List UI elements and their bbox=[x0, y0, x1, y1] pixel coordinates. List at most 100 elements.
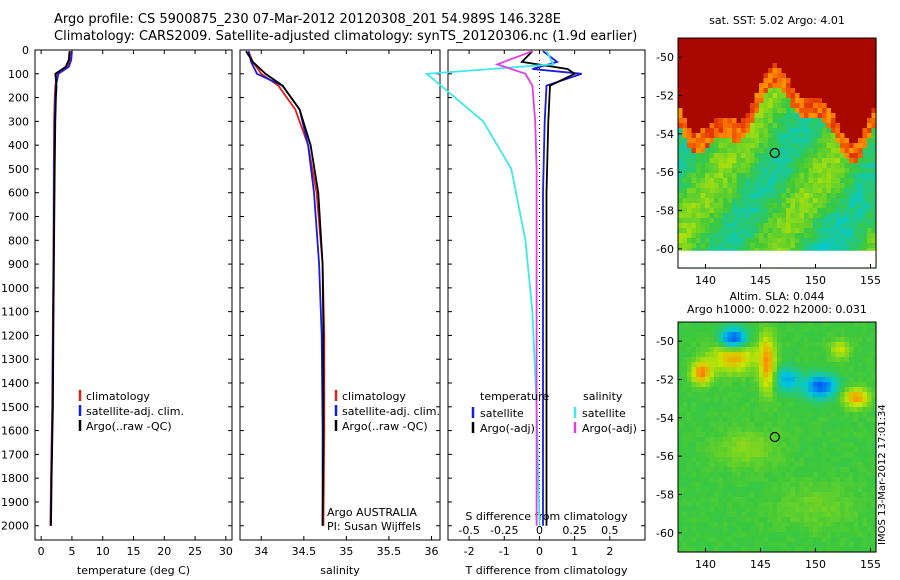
y-tick-label: 1600 bbox=[1, 425, 29, 438]
x-tick-label: 140 bbox=[695, 274, 716, 287]
y-tick-label: -60 bbox=[656, 527, 674, 540]
y-tick-label: 900 bbox=[8, 258, 29, 271]
series-line bbox=[247, 50, 326, 526]
y-tick-label: 2000 bbox=[1, 520, 29, 533]
s-tick-label: 0.5 bbox=[601, 524, 619, 537]
legend-label: climatology bbox=[342, 390, 406, 403]
map-sla-map: 140 145 150 155 -50 -52 -54 -56 -58 -60 Altim. SLA… bbox=[656, 290, 881, 571]
legend-label: satellite bbox=[582, 407, 626, 420]
y-tick-label: 500 bbox=[8, 163, 29, 176]
y-tick-label: -58 bbox=[656, 205, 674, 218]
no-data-band bbox=[678, 250, 876, 268]
x-tick-label: 145 bbox=[750, 274, 771, 287]
s-tick-label: -0.5 bbox=[458, 524, 479, 537]
x-tick-label: -2 bbox=[464, 545, 475, 558]
x-tick-label: 10 bbox=[96, 545, 110, 558]
x-tick-label: 35.5 bbox=[377, 545, 402, 558]
argo-float-marker bbox=[769, 147, 780, 159]
panel-salinity-profile: 34 34.5 35 35.5 36 salinity climatology satelli… bbox=[239, 49, 441, 577]
map-title: Altim. SLA: 0.044 bbox=[729, 290, 824, 303]
x-tick-label: 35 bbox=[339, 545, 353, 558]
axes-frame bbox=[34, 49, 233, 541]
legend-label: Argo(..raw -QC) bbox=[342, 420, 428, 433]
legend-label: satellite-adj. clim. bbox=[86, 405, 184, 418]
x-tick-label: 34.5 bbox=[292, 545, 317, 558]
legend-label: Argo(..raw -QC) bbox=[86, 420, 172, 433]
x-tick-label: 150 bbox=[805, 274, 826, 287]
legend-label: climatology bbox=[86, 390, 150, 403]
x-tick-label: 34 bbox=[254, 545, 268, 558]
annotation-text: Argo AUSTRALIA bbox=[327, 506, 417, 519]
y-tick-label: -52 bbox=[656, 374, 674, 387]
x-tick-label: 25 bbox=[188, 545, 202, 558]
map-sst-map: 140 145 150 155 -50 -52 -54 -56 -58 -60 sat. SST: … bbox=[656, 14, 881, 287]
y-tick-label: -54 bbox=[656, 128, 674, 141]
x-axis-label: T difference from climatology bbox=[465, 564, 628, 577]
map-frame bbox=[677, 321, 877, 553]
s-tick-label: 0 bbox=[536, 524, 543, 537]
s-tick-label: -0.25 bbox=[490, 524, 518, 537]
y-tick-label: 1300 bbox=[1, 353, 29, 366]
annotation-text: PI: Susan Wijffels bbox=[327, 520, 421, 533]
map-title: sat. SST: 5.02 Argo: 4.01 bbox=[709, 14, 845, 27]
series-line bbox=[50, 51, 71, 526]
y-tick-label: 1700 bbox=[1, 448, 29, 461]
axes-frame bbox=[239, 49, 441, 541]
y-tick-label: 100 bbox=[8, 68, 29, 81]
map-subtitle: Argo h1000: 0.022 h2000: 0.031 bbox=[687, 303, 867, 316]
legend-title: salinity bbox=[583, 390, 623, 403]
y-tick-label: -58 bbox=[656, 489, 674, 502]
y-tick-label: -60 bbox=[656, 243, 674, 256]
x-tick-label: 145 bbox=[750, 558, 771, 571]
x-tick-label: 155 bbox=[860, 274, 881, 287]
y-tick-label: -54 bbox=[656, 412, 674, 425]
y-tick-label: 600 bbox=[8, 187, 29, 200]
x-tick-label: 140 bbox=[695, 558, 716, 571]
y-tick-label: 1000 bbox=[1, 282, 29, 295]
series-line bbox=[245, 50, 325, 526]
x-axis-label: temperature (deg C) bbox=[77, 564, 190, 577]
panel-difference-profile: -2 -1 0 1 2 T difference from climatology -0.5… bbox=[424, 49, 646, 577]
y-tick-label: 1800 bbox=[1, 472, 29, 485]
y-tick-label: -52 bbox=[656, 90, 674, 103]
y-tick-label: -50 bbox=[656, 51, 674, 64]
series-line bbox=[247, 50, 324, 526]
legend-title: temperature bbox=[480, 390, 549, 403]
series-line bbox=[424, 50, 555, 526]
y-tick-label: 1200 bbox=[1, 329, 29, 342]
x-tick-label: 30 bbox=[219, 545, 233, 558]
x-tick-label: 0 bbox=[536, 545, 543, 558]
y-tick-label: 200 bbox=[8, 92, 29, 105]
x-tick-label: 155 bbox=[860, 558, 881, 571]
x-tick-label: 2 bbox=[606, 545, 613, 558]
title-line-1: Argo profile: CS 5900875_230 07-Mar-2012… bbox=[54, 12, 562, 27]
y-tick-label: 1900 bbox=[1, 496, 29, 509]
x-tick-label: 5 bbox=[68, 545, 75, 558]
legend-label: Argo(-adj) bbox=[582, 422, 637, 435]
x-axis-label: salinity bbox=[320, 564, 360, 577]
x-tick-label: 36 bbox=[424, 545, 438, 558]
legend-label: satellite-adj. clim. bbox=[342, 405, 440, 418]
y-tick-label: 1500 bbox=[1, 401, 29, 414]
map-frame bbox=[677, 37, 877, 269]
x-tick-label: -1 bbox=[499, 545, 510, 558]
title-line-2: Climatology: CARS2009. Satellite-adjuste… bbox=[54, 29, 638, 44]
legend-label: Argo(-adj) bbox=[480, 422, 535, 435]
x-tick-label: 150 bbox=[805, 558, 826, 571]
argo-float-marker bbox=[769, 431, 780, 443]
y-tick-label: -56 bbox=[656, 450, 674, 463]
y-tick-label: -50 bbox=[656, 335, 674, 348]
axes-frame bbox=[447, 49, 646, 541]
y-tick-label: 1100 bbox=[1, 306, 29, 319]
x-tick-label: 1 bbox=[571, 545, 578, 558]
panel-temperature-profile: 0100200300400500600700800900100011001200… bbox=[1, 44, 233, 577]
y-tick-label: 400 bbox=[8, 139, 29, 152]
y-tick-label: 800 bbox=[8, 234, 29, 247]
y-tick-label: -56 bbox=[656, 166, 674, 179]
y-tick-label: 1400 bbox=[1, 377, 29, 390]
x-tick-label: 0 bbox=[38, 545, 45, 558]
x-tick-label: 20 bbox=[157, 545, 171, 558]
y-tick-label: 300 bbox=[8, 115, 29, 128]
x-tick-label: 15 bbox=[127, 545, 141, 558]
